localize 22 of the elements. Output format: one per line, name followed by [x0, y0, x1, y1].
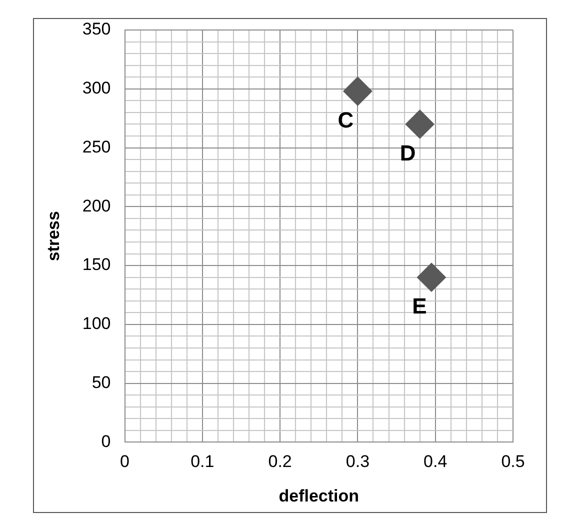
x-tick-label: 0.4	[424, 452, 448, 472]
point	[405, 110, 434, 139]
x-tick-label: 0.5	[501, 452, 525, 472]
y-tick-label: 250	[82, 137, 111, 156]
x-tick-label: 0.2	[268, 452, 292, 472]
x-tick-label: 0.3	[346, 452, 370, 472]
y-tick-label: 350	[82, 20, 111, 39]
y-axis-title: stress	[44, 211, 63, 262]
annotation: D	[400, 140, 416, 166]
point	[416, 262, 446, 292]
annotation: E	[412, 293, 427, 318]
y-tick-label: 150	[82, 255, 111, 274]
y-tick-label: 100	[82, 314, 111, 334]
x-axis-title: deflection	[278, 486, 360, 506]
x-tick-label: 0.1	[190, 452, 214, 472]
x-tick-label: 0	[120, 452, 130, 472]
y-tick-label: 0	[101, 432, 111, 451]
annotation: C	[338, 107, 354, 132]
y-tick-label: 300	[82, 78, 111, 98]
point	[343, 76, 372, 106]
y-tick-label: 50	[92, 373, 111, 392]
y-tick-label: 200	[82, 196, 111, 216]
